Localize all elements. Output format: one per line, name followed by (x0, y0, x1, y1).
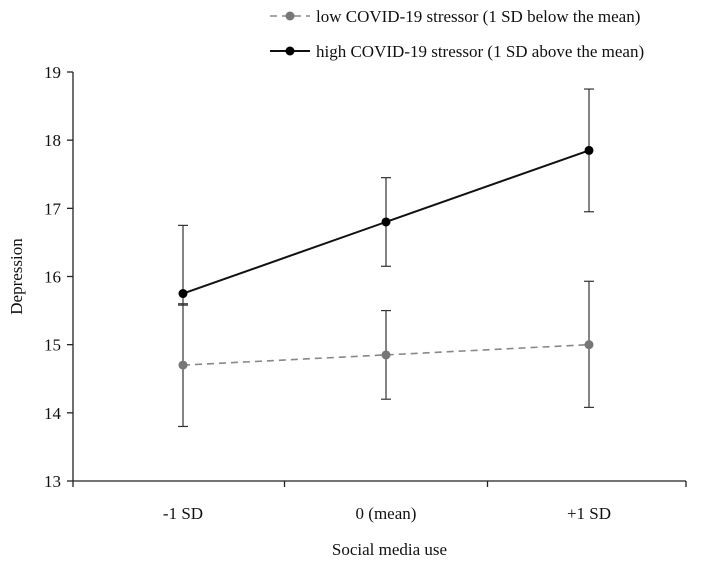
legend-swatch-marker (285, 46, 295, 56)
data-point (178, 360, 188, 370)
y-tick-label: 13 (44, 472, 61, 491)
axes (72, 72, 686, 482)
y-axis-title: Depression (7, 238, 26, 315)
y-tick-label: 15 (44, 336, 61, 355)
legend-item: low COVID-19 stressor (1 SD below the me… (270, 7, 640, 26)
legend: low COVID-19 stressor (1 SD below the me… (270, 7, 644, 61)
data-point (381, 350, 391, 360)
data-point (178, 289, 188, 299)
y-tick-label: 14 (44, 404, 62, 423)
legend-item: high COVID-19 stressor (1 SD above the m… (270, 42, 644, 61)
y-tick-label: 19 (44, 63, 61, 82)
series-high-stressor (178, 88, 594, 306)
series-line (182, 343, 590, 366)
y-tick-label: 16 (44, 268, 61, 287)
series-low-stressor (178, 280, 594, 428)
x-ticks: -1 SD 0 (mean) +1 SD (72, 481, 687, 523)
legend-label: high COVID-19 stressor (1 SD above the m… (316, 42, 644, 61)
legend-label: low COVID-19 stressor (1 SD below the me… (316, 7, 640, 26)
y-tick-label: 17 (44, 199, 62, 218)
y-ticks: 13 14 15 16 17 18 19 (44, 63, 73, 491)
x-axis-title: Social media use (332, 540, 447, 559)
x-tick-label: -1 SD (163, 504, 203, 523)
legend-swatch-marker (285, 11, 295, 21)
data-point (584, 145, 594, 155)
data-point (584, 340, 594, 350)
y-tick-label: 18 (44, 131, 61, 150)
x-tick-label: 0 (mean) (356, 504, 417, 523)
x-tick-label: +1 SD (567, 504, 611, 523)
series-layer (178, 88, 594, 428)
data-point (381, 217, 391, 227)
